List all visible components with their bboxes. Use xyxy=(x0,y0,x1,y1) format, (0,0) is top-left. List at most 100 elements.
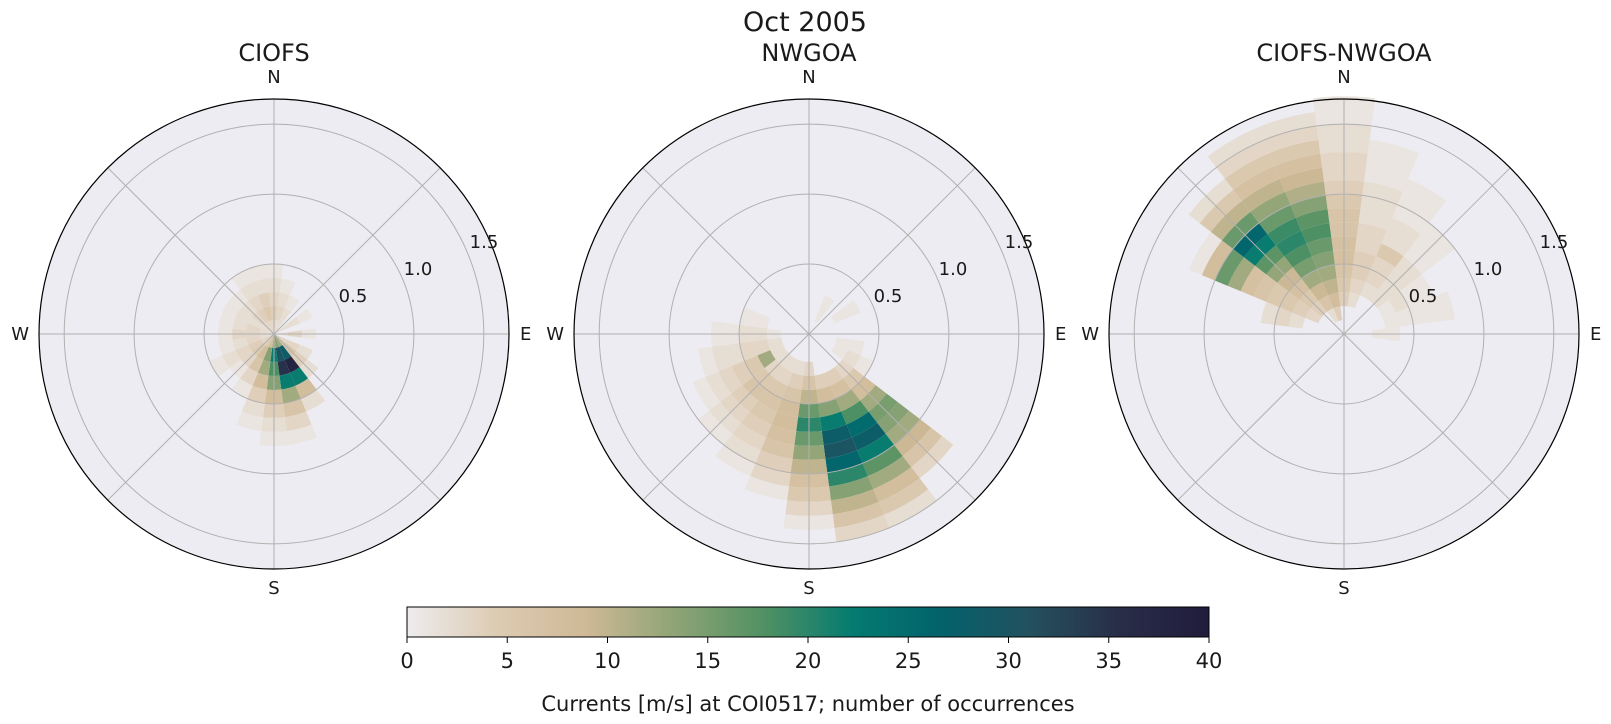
histogram-bin xyxy=(1292,299,1311,318)
histogram-bin xyxy=(290,367,309,386)
histogram-bin xyxy=(1260,301,1280,325)
histogram-bin xyxy=(1347,292,1361,309)
histogram-bin xyxy=(847,339,865,356)
histogram-bin xyxy=(256,345,269,360)
histogram-bin xyxy=(760,437,795,459)
angular-grid-line xyxy=(808,333,976,501)
histogram-bin xyxy=(1351,264,1371,283)
colorbar-tick-label: 0 xyxy=(400,649,413,673)
histogram-bin xyxy=(846,411,878,438)
histogram-bin xyxy=(265,321,274,334)
histogram-bin xyxy=(263,306,273,322)
histogram-bin xyxy=(1306,236,1334,257)
histogram-bin xyxy=(1274,153,1323,179)
histogram-bin xyxy=(1216,140,1270,179)
histogram-bin xyxy=(252,278,269,296)
histogram-bin xyxy=(279,345,292,360)
histogram-bin xyxy=(723,433,761,464)
dir-label-s: S xyxy=(268,578,279,599)
histogram-bin xyxy=(835,389,861,412)
histogram-bin xyxy=(231,378,253,399)
histogram-bin xyxy=(1279,291,1300,313)
dir-label-s: S xyxy=(1338,578,1349,599)
histogram-bin xyxy=(814,372,831,390)
histogram-bin xyxy=(222,350,241,369)
histogram-bin xyxy=(1241,178,1286,212)
radial-tick-0-5: 0.5 xyxy=(1409,286,1438,307)
histogram-bin xyxy=(1397,191,1438,224)
histogram-bin xyxy=(757,350,776,369)
histogram-bin xyxy=(281,385,301,404)
histogram-bin xyxy=(1377,299,1396,318)
colorbar-tick-label: 40 xyxy=(1196,649,1223,673)
histogram-bin xyxy=(275,306,285,322)
histogram-bin xyxy=(1395,307,1414,327)
histogram-bin xyxy=(279,372,296,390)
histogram-bin xyxy=(274,334,280,348)
histogram-bin xyxy=(1399,282,1422,308)
histogram-bin xyxy=(1240,265,1267,297)
histogram-bin xyxy=(1360,195,1398,218)
angular-grid-line xyxy=(808,167,976,335)
histogram-bin xyxy=(1322,278,1339,296)
histogram-bin xyxy=(1370,256,1396,279)
histogram-bin xyxy=(232,317,249,331)
dir-label-w: W xyxy=(1081,324,1099,345)
histogram-bin xyxy=(248,316,263,329)
colorbar-ticks: 0 5 10 15 20 25 30 35 40 xyxy=(400,637,1222,673)
figure-title: Oct 2005 xyxy=(743,7,867,38)
histogram-bin xyxy=(1309,282,1328,301)
histogram-bin xyxy=(834,514,890,543)
polar-grid xyxy=(39,99,509,569)
histogram-bin xyxy=(1434,291,1455,322)
dir-label-n: N xyxy=(802,67,815,88)
colorbar-tick-label: 30 xyxy=(995,649,1022,673)
radial-tick-1-5: 1.5 xyxy=(470,232,499,253)
panel-title: CIOFS-NWGOA xyxy=(1256,39,1432,67)
histogram-bin xyxy=(1274,307,1293,327)
histogram-bin xyxy=(209,355,230,377)
histogram-bin xyxy=(296,308,313,324)
histogram-bin xyxy=(1360,282,1379,301)
histogram-bin xyxy=(816,385,836,404)
histogram-bin xyxy=(753,339,771,356)
histogram-bin xyxy=(725,343,745,367)
histogram-bin xyxy=(1284,243,1312,268)
colorbar-tick-label: 25 xyxy=(895,649,922,673)
colorbar-tick-label: 20 xyxy=(795,649,822,673)
histogram-bin xyxy=(832,502,884,529)
histogram-bin xyxy=(1267,217,1302,246)
histogram-bin xyxy=(827,463,868,487)
histogram-bin xyxy=(1349,278,1366,296)
histogram-bin xyxy=(1364,167,1409,192)
histogram-bin xyxy=(1279,167,1324,192)
histogram-bin xyxy=(268,320,274,334)
histogram-bin xyxy=(1353,250,1377,270)
histogram-bin xyxy=(857,433,895,464)
radial-tick-1-0: 1.0 xyxy=(1474,259,1503,280)
radial-tick-0-5: 0.5 xyxy=(339,286,368,307)
histogram-bin xyxy=(1386,217,1421,246)
histogram-bin xyxy=(286,424,317,445)
polar-spine xyxy=(573,98,1045,570)
histogram-bin xyxy=(744,355,765,377)
histogram-bin xyxy=(1421,296,1442,324)
histogram-bin xyxy=(274,321,283,334)
histogram-bin xyxy=(711,344,732,372)
histogram-bin xyxy=(232,337,249,351)
angular-grid-line xyxy=(273,333,441,501)
polar-spine xyxy=(38,98,510,570)
histogram-bin xyxy=(248,295,264,312)
colorbar-label: Currents [m/s] at COI0517; number of occ… xyxy=(541,692,1074,716)
histogram-bin xyxy=(274,325,287,334)
histogram-bin xyxy=(1410,274,1435,302)
colorbar-tick-label: 15 xyxy=(694,649,721,673)
histogram-bin xyxy=(715,444,756,477)
histogram-bin xyxy=(862,444,903,477)
histogram-bin xyxy=(841,400,869,425)
histogram-bin xyxy=(739,341,758,361)
histogram-bin xyxy=(1295,209,1330,231)
radial-tick-0-5: 0.5 xyxy=(874,286,903,307)
histogram-bin xyxy=(218,312,236,329)
histogram-bin xyxy=(1392,204,1430,235)
